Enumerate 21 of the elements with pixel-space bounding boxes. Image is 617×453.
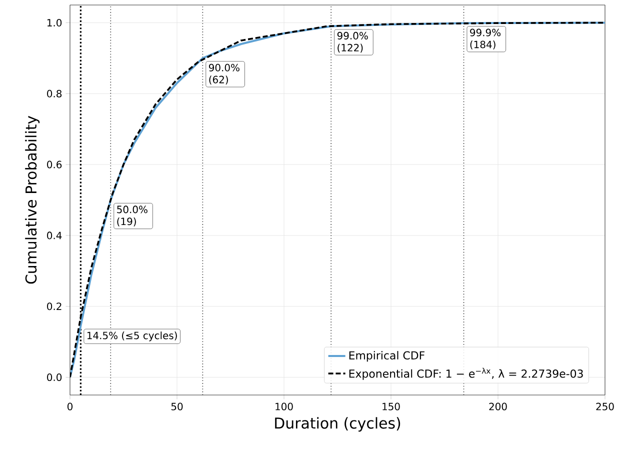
annotation: 90.0% (62) bbox=[208, 64, 240, 85]
y-tick-label: 0.2 bbox=[47, 302, 62, 310]
x-tick-label: 200 bbox=[489, 402, 507, 410]
x-tick-label: 0 bbox=[67, 402, 73, 410]
y-tick-label: 1.0 bbox=[47, 18, 62, 26]
y-tick-label: 0.4 bbox=[47, 232, 62, 240]
x-axis-title: Duration (cycles) bbox=[275, 417, 400, 432]
annotation: 99.9% (184) bbox=[470, 28, 501, 50]
annotation: 50.0% (19) bbox=[117, 206, 148, 226]
y-tick-label: 0.8 bbox=[47, 90, 62, 98]
x-tick-label: 250 bbox=[596, 402, 614, 410]
y-tick-label: 0.0 bbox=[47, 373, 62, 382]
legend-label: Empirical CDF bbox=[349, 351, 424, 362]
legend-label: Exponential CDF: 1 − e$^{−λx}$, λ = 2.2739e-03 bbox=[349, 368, 583, 380]
annotation: 99.0% (122) bbox=[337, 32, 368, 53]
annotation: 14.5% (≤5 cycles) bbox=[87, 332, 177, 342]
y-tick-label: 0.6 bbox=[47, 160, 62, 168]
y-axis-title: Cumulative Probability bbox=[25, 116, 40, 284]
x-tick-label: 100 bbox=[276, 402, 293, 410]
x-tick-label: 50 bbox=[171, 402, 183, 410]
x-tick-label: 150 bbox=[382, 402, 400, 410]
